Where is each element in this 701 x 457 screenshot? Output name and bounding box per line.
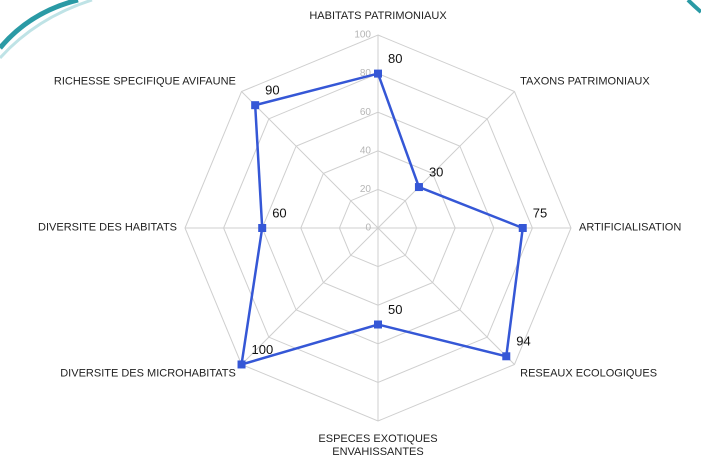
- r-tick-label: 80: [360, 68, 372, 79]
- data-label: 60: [272, 205, 286, 220]
- data-label: 90: [265, 83, 279, 98]
- decoration: [686, 0, 701, 14]
- marker: [502, 352, 511, 361]
- data-label: 100: [252, 342, 274, 357]
- r-tick-label: 40: [360, 145, 372, 156]
- decoration: [0, 0, 79, 50]
- category-label: DIVERSITE DES MICROHABITATS: [60, 367, 236, 380]
- r-tick-label: 0: [365, 223, 371, 234]
- spoke: [377, 227, 515, 365]
- category-label: ARTIFICIALISATION: [579, 221, 682, 234]
- data-label: 50: [388, 302, 402, 317]
- marker: [414, 183, 423, 192]
- data-label: 94: [516, 334, 530, 349]
- data-label: 30: [429, 164, 443, 179]
- spoke: [377, 91, 515, 229]
- data-label: 75: [533, 205, 547, 220]
- category-label: TAXONS PATRIMONIAUX: [520, 75, 650, 88]
- marker: [374, 320, 382, 329]
- r-tick-label: 100: [354, 30, 371, 41]
- r-tick-label: 60: [360, 107, 372, 118]
- decoration: [0, 0, 93, 60]
- category-label: HABITATS PATRIMONIAUX: [309, 10, 447, 22]
- spoke: [241, 91, 379, 229]
- marker: [374, 69, 382, 78]
- marker: [518, 224, 527, 232]
- marker: [258, 224, 267, 232]
- category-label: RESEAUX ECOLOGIQUES: [520, 367, 658, 380]
- category-label: ESPECES EXOTIQUES ENVAHISSANTES: [318, 433, 438, 457]
- category-label: RICHESSE SPECIFIQUE AVIFAUNE: [53, 75, 236, 88]
- marker: [237, 360, 246, 369]
- data-label: 80: [388, 51, 402, 66]
- marker: [251, 101, 260, 110]
- spoke: [241, 227, 379, 365]
- category-label: DIVERSITE DES HABITATS: [38, 221, 177, 234]
- r-tick-label: 20: [360, 184, 372, 195]
